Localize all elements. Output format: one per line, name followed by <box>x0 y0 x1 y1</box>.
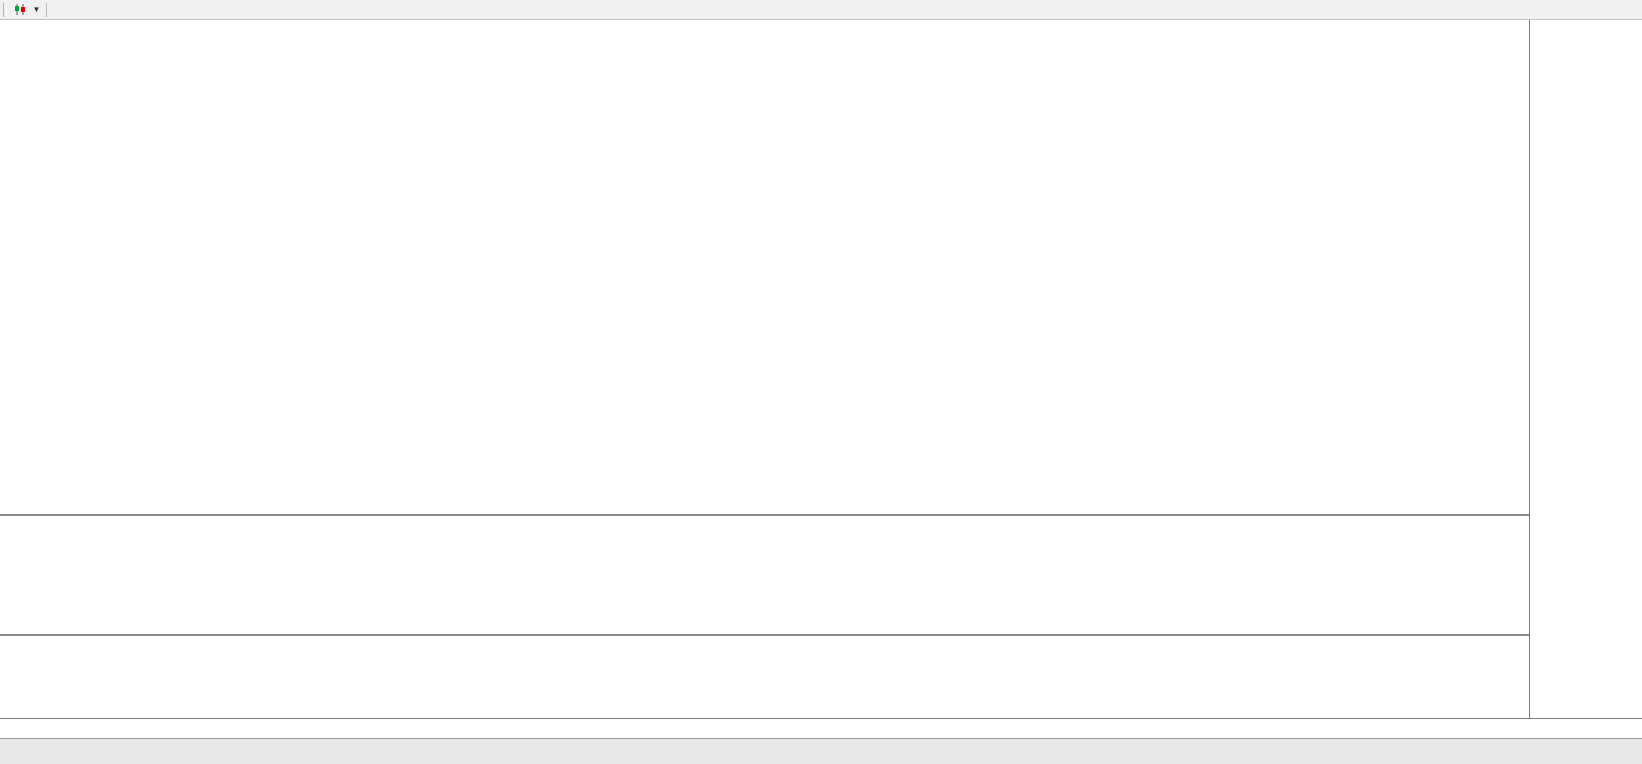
panel-splitter-rsi[interactable] <box>0 514 1642 516</box>
toolbar-separator <box>46 2 47 17</box>
time-axis[interactable] <box>0 718 1642 738</box>
candlestick-chart-glyph <box>15 4 25 15</box>
timeframe-toolbar: ▼ <box>0 0 1642 20</box>
main-price-chart[interactable] <box>0 20 1529 514</box>
rsi-indicator-panel[interactable] <box>0 516 1529 634</box>
candlestick-chart-icon[interactable] <box>11 1 31 18</box>
chevron-down-icon[interactable]: ▼ <box>31 1 42 18</box>
price-axis[interactable] <box>1529 20 1642 718</box>
toolbar-drag-handle[interactable] <box>3 2 7 17</box>
chart-zone <box>0 20 1642 738</box>
chart-tab-bar <box>0 738 1642 764</box>
macd-indicator-panel[interactable] <box>0 636 1529 718</box>
panel-splitter-macd[interactable] <box>0 634 1642 636</box>
